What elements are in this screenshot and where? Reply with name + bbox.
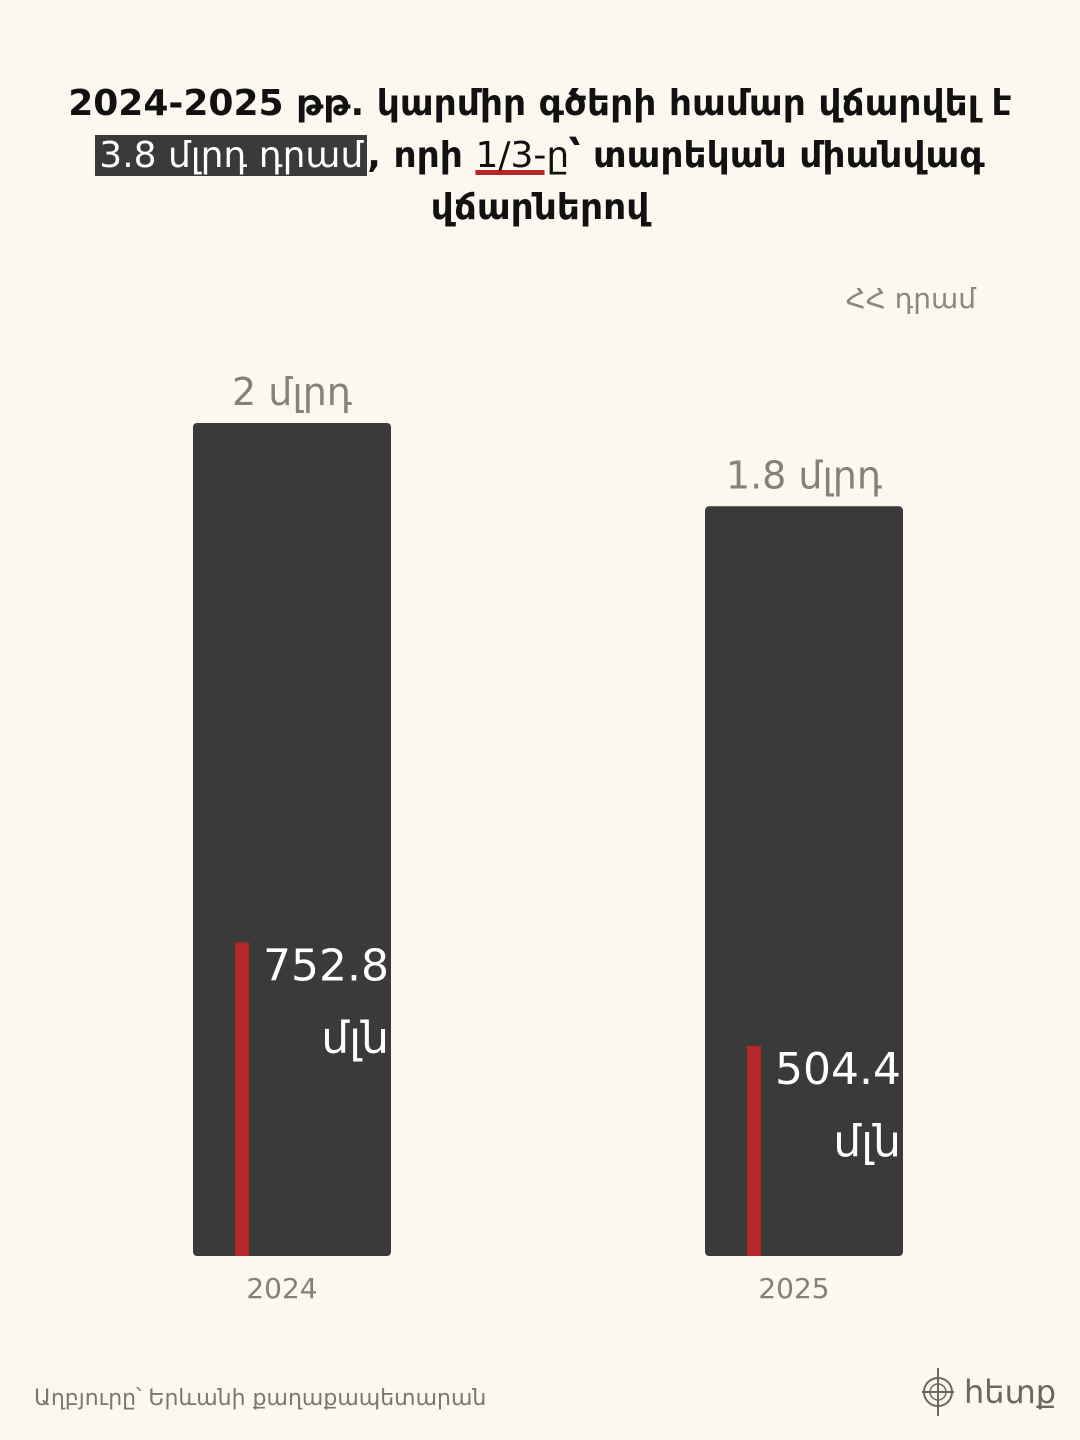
bar-lump-sum-unit: մլն <box>321 1012 389 1063</box>
title-text: , որի <box>367 135 476 176</box>
bar-total-2024 <box>193 423 391 1256</box>
bar-lump-sum-value: 752.8 <box>263 940 389 991</box>
title-fraction: 1/3-ը <box>475 135 570 176</box>
title-highlight: 3.8 մլրդ դրամ <box>95 135 368 176</box>
bar-lump-sum-unit: մլն <box>833 1116 901 1167</box>
logo-icon <box>922 1368 954 1416</box>
bar-lump-sum-value: 504.4 <box>775 1044 901 1095</box>
logo-text: հետք <box>964 1373 1057 1411</box>
bar-lump-sum-2024 <box>235 942 249 1256</box>
title-text: ՝ տարեկան միանվագ վճարներով <box>430 135 985 228</box>
bar-total-label: 2 մլրդ <box>232 370 352 414</box>
source-note: Աղբյուրը՝ Երևանի քաղաքապետարան <box>34 1386 487 1411</box>
bar-total-label: 1.8 մլրդ <box>726 453 882 497</box>
title-text: 2024-2025 թթ. կարմիր գծերի համար վճարվել… <box>68 83 1012 124</box>
bar-lump-sum-2025 <box>747 1045 761 1256</box>
chart-title: 2024-2025 թթ. կարմիր գծերի համար վճարվել… <box>60 78 1020 234</box>
x-tick-label: 2024 <box>246 1272 317 1305</box>
logo: հետք <box>918 1366 1056 1418</box>
unit-label: ՀՀ դրամ <box>845 282 976 315</box>
x-tick-label: 2025 <box>758 1272 829 1305</box>
